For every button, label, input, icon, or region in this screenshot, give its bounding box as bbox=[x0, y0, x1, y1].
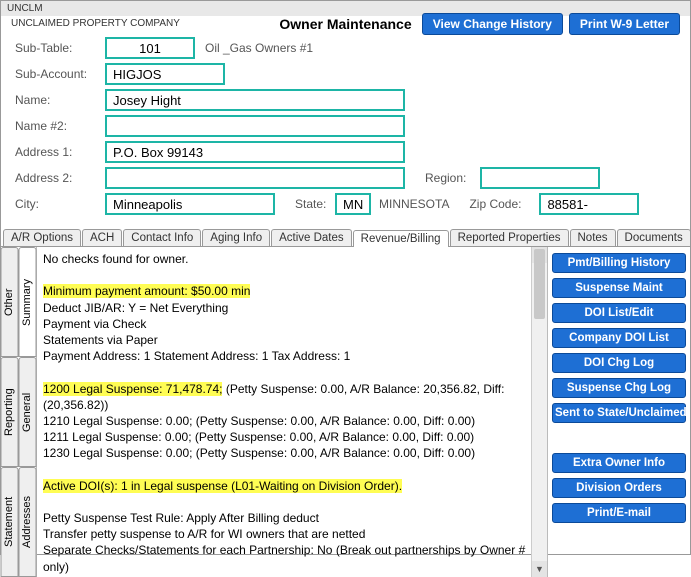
state-input[interactable] bbox=[335, 193, 371, 215]
line-payment-via: Payment via Check bbox=[43, 316, 541, 332]
sub-table-input[interactable] bbox=[105, 37, 195, 59]
print-w9-button[interactable]: Print W-9 Letter bbox=[569, 13, 680, 35]
line-active-doi: Active DOI(s): 1 in Legal suspense (L01-… bbox=[43, 479, 402, 493]
line-suspense-1200: 1200 Legal Suspense: 71,478.74; bbox=[43, 382, 222, 396]
scroll-thumb[interactable] bbox=[534, 249, 545, 319]
address1-label: Address 1: bbox=[15, 145, 105, 159]
sub-table-label: Sub-Table: bbox=[15, 41, 105, 55]
sent-to-state-button[interactable]: Sent to State/Unclaimed bbox=[552, 403, 686, 423]
doi-chg-log-button[interactable]: DOI Chg Log bbox=[552, 353, 686, 373]
tab-ach[interactable]: ACH bbox=[82, 229, 122, 246]
vtab-reporting[interactable]: Reporting bbox=[1, 357, 19, 467]
suspense-chg-log-button[interactable]: Suspense Chg Log bbox=[552, 378, 686, 398]
zip-label: Zip Code: bbox=[469, 197, 539, 211]
vertical-scrollbar[interactable]: ▲ ▼ bbox=[531, 247, 547, 577]
division-orders-button[interactable]: Division Orders bbox=[552, 478, 686, 498]
print-email-button[interactable]: Print/E-mail bbox=[552, 503, 686, 523]
tab-documents[interactable]: Documents bbox=[617, 229, 691, 246]
summary-text-panel: No checks found for owner. Minimum payme… bbox=[37, 247, 548, 577]
line-separate-checks: Separate Checks/Statements for each Part… bbox=[43, 542, 541, 574]
zip-input[interactable] bbox=[539, 193, 639, 215]
tab-ar-options[interactable]: A/R Options bbox=[3, 229, 81, 246]
scroll-down-icon[interactable]: ▼ bbox=[532, 561, 547, 577]
vtab-summary[interactable]: Summary bbox=[19, 247, 37, 357]
line-no-checks: No checks found for owner. bbox=[43, 251, 541, 267]
tab-strip: A/R Options ACH Contact Info Aging Info … bbox=[1, 225, 690, 247]
sub-table-hint: Oil _Gas Owners #1 bbox=[205, 41, 313, 55]
line-statements-via: Statements via Paper bbox=[43, 332, 541, 348]
tab-contact-info[interactable]: Contact Info bbox=[123, 229, 201, 246]
address1-input[interactable] bbox=[105, 141, 405, 163]
line-min-payment: Minimum payment amount: $50.00 min bbox=[43, 284, 250, 298]
line-transfer-petty: Transfer petty suspense to A/R for WI ow… bbox=[43, 526, 541, 542]
company-name: UNCLAIMED PROPERTY COMPANY bbox=[11, 18, 180, 29]
doi-list-edit-button[interactable]: DOI List/Edit bbox=[552, 303, 686, 323]
line-addresses: Payment Address: 1 Statement Address: 1 … bbox=[43, 348, 541, 364]
extra-owner-info-button[interactable]: Extra Owner Info bbox=[552, 453, 686, 473]
line-suspense-1210: 1210 Legal Suspense: 0.00; (Petty Suspen… bbox=[43, 413, 541, 429]
state-name: MINNESOTA bbox=[379, 197, 449, 211]
tab-revenue-billing[interactable]: Revenue/Billing bbox=[353, 230, 449, 247]
address2-input[interactable] bbox=[105, 167, 405, 189]
tab-active-dates[interactable]: Active Dates bbox=[271, 229, 352, 246]
line-suspense-1230: 1230 Legal Suspense: 0.00; (Petty Suspen… bbox=[43, 445, 541, 461]
sub-account-label: Sub-Account: bbox=[15, 67, 105, 81]
address2-label: Address 2: bbox=[15, 171, 105, 185]
tab-aging-info[interactable]: Aging Info bbox=[202, 229, 270, 246]
name2-label: Name #2: bbox=[15, 119, 105, 133]
vtab-addresses[interactable]: Addresses bbox=[19, 467, 37, 577]
vtab-statement[interactable]: Statement bbox=[1, 467, 19, 577]
line-petty-rule: Petty Suspense Test Rule: Apply After Bi… bbox=[43, 510, 541, 526]
name-input[interactable] bbox=[105, 89, 405, 111]
line-deduct-jib: Deduct JIB/AR: Y = Net Everything bbox=[43, 300, 541, 316]
name-label: Name: bbox=[15, 93, 105, 107]
page-title: Owner Maintenance bbox=[279, 16, 411, 32]
pmt-billing-history-button[interactable]: Pmt/Billing History bbox=[552, 253, 686, 273]
name2-input[interactable] bbox=[105, 115, 405, 137]
line-suspense-1211: 1211 Legal Suspense: 0.00; (Petty Suspen… bbox=[43, 429, 541, 445]
region-label: Region: bbox=[425, 171, 480, 185]
vtab-general[interactable]: General bbox=[19, 357, 37, 467]
tab-reported-properties[interactable]: Reported Properties bbox=[450, 229, 569, 246]
suspense-maint-button[interactable]: Suspense Maint bbox=[552, 278, 686, 298]
sub-account-input[interactable] bbox=[105, 63, 225, 85]
view-change-history-button[interactable]: View Change History bbox=[422, 13, 563, 35]
city-label: City: bbox=[15, 197, 105, 211]
state-label: State: bbox=[295, 197, 335, 211]
vtab-other[interactable]: Other bbox=[1, 247, 19, 357]
company-doi-list-button[interactable]: Company DOI List bbox=[552, 328, 686, 348]
tab-notes[interactable]: Notes bbox=[570, 229, 616, 246]
region-input[interactable] bbox=[480, 167, 600, 189]
city-input[interactable] bbox=[105, 193, 275, 215]
